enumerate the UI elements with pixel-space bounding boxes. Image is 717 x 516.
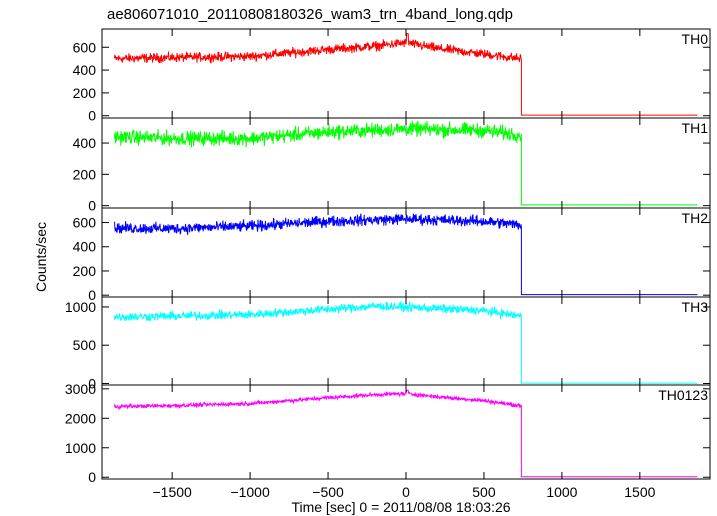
y-tick-label: 0 xyxy=(88,287,96,303)
y-tick-label: 400 xyxy=(73,135,97,151)
series-line-th0123 xyxy=(114,389,698,478)
y-tick-label: 1000 xyxy=(65,299,96,315)
y-tick-label: 1000 xyxy=(65,440,96,456)
panels: 0 200 400 600 TH0 0 200 400 TH1 0 200 400 600 TH2 0 500… xyxy=(65,28,711,500)
y-tick-label: 0 xyxy=(88,198,96,214)
y-axis-label: Counts/sec xyxy=(33,222,49,292)
y-tick-label: 600 xyxy=(73,39,97,55)
y-tick-label: 200 xyxy=(73,263,97,279)
y-tick-label: 200 xyxy=(73,85,97,101)
y-tick-label: 600 xyxy=(73,215,97,231)
y-tick-label: 0 xyxy=(88,469,96,485)
y-tick-label: 200 xyxy=(73,166,97,182)
y-tick-label: 3000 xyxy=(65,381,96,397)
y-tick-label: 400 xyxy=(73,239,97,255)
panel-label-th2: TH2 xyxy=(682,210,709,226)
x-tick-label: −500 xyxy=(312,484,344,500)
x-tick-label: 500 xyxy=(472,484,496,500)
panel-label-th0123: TH0123 xyxy=(658,387,708,403)
series-line-th3 xyxy=(114,301,698,384)
y-tick-label: 400 xyxy=(73,62,97,78)
x-tick-label: 0 xyxy=(402,484,410,500)
x-tick-label: −1000 xyxy=(230,484,270,500)
chart-title: ae806071010_20110808180326_wam3_trn_4ban… xyxy=(107,6,513,23)
y-tick-label: 2000 xyxy=(65,410,96,426)
x-tick-label: 1000 xyxy=(546,484,577,500)
panel-frame-th3 xyxy=(101,296,711,386)
panel-frame-th0123 xyxy=(101,384,711,480)
y-tick-label: 0 xyxy=(88,375,96,391)
y-tick-label: 500 xyxy=(73,337,97,353)
x-tick-label: −1500 xyxy=(152,484,192,500)
series-line-th1 xyxy=(114,120,698,206)
y-tick-label: 0 xyxy=(88,108,96,124)
panel-label-th1: TH1 xyxy=(682,120,709,136)
series-line-th0 xyxy=(114,33,698,116)
x-tick-label: 1500 xyxy=(624,484,655,500)
series-line-th2 xyxy=(114,213,698,296)
panel-label-th0: TH0 xyxy=(682,31,709,47)
panel-label-th3: TH3 xyxy=(682,299,709,315)
x-axis-label: Time [sec] 0 = 2011/08/08 18:03:26 xyxy=(291,499,510,515)
